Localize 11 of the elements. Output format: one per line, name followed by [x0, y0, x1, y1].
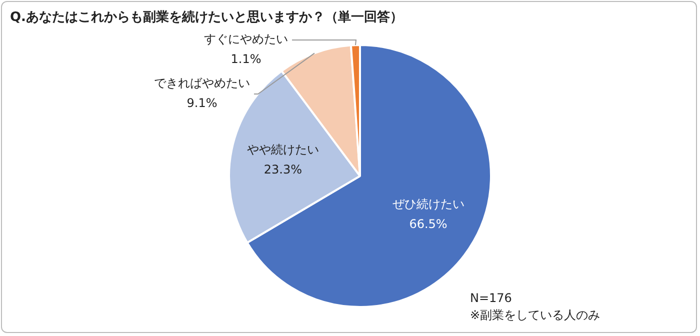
- slice-label: すぐにやめたい: [204, 32, 288, 46]
- text: N=176: [470, 290, 513, 307]
- data-label: 9.1%: [186, 96, 218, 110]
- slice-label: やや続けたい: [246, 142, 319, 157]
- chart-title: Q.あなたはこれからも副業を続けたいと思いますか？（単一回答）: [10, 9, 403, 26]
- slice-label: できればやめたい: [154, 76, 250, 90]
- slice-label: ぜひ続けたい: [392, 197, 464, 212]
- data-label: 1.1%: [230, 52, 262, 66]
- text: ※副業をしている人のみ: [470, 307, 600, 324]
- data-label: 66.5%: [409, 217, 448, 232]
- data-label: 23.3%: [264, 162, 302, 177]
